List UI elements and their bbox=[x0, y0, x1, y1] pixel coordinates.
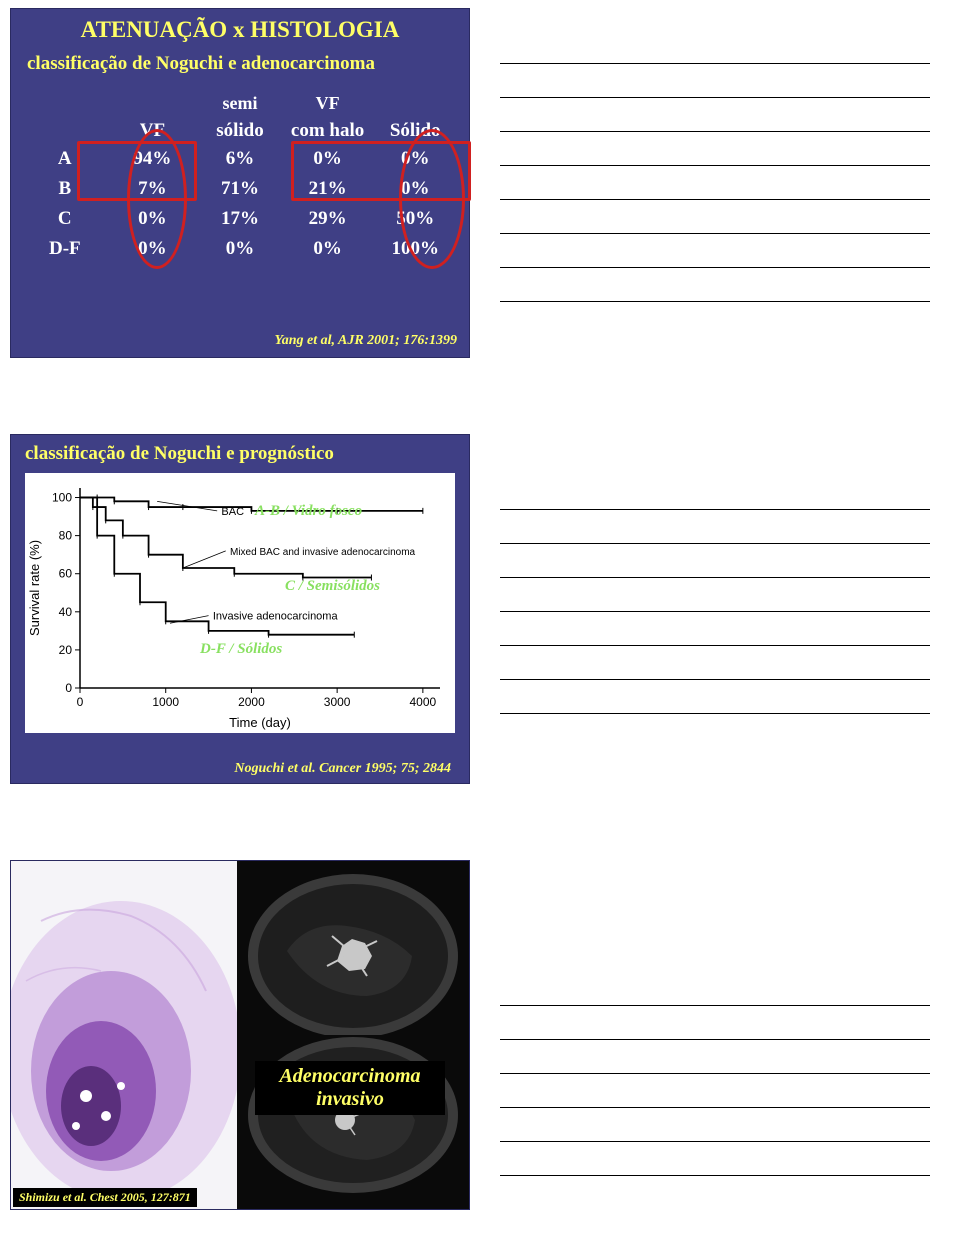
note-line bbox=[500, 64, 930, 98]
svg-text:2000: 2000 bbox=[238, 695, 265, 709]
cell-halo: 29% bbox=[284, 204, 372, 234]
slide-1-container: ATENUAÇÃO x HISTOLOGIA classificação de … bbox=[0, 0, 480, 366]
hdr-halo: com halo bbox=[284, 116, 372, 144]
note-line bbox=[500, 578, 930, 612]
note-line bbox=[500, 476, 930, 510]
note-line bbox=[500, 510, 930, 544]
cell-halo: 0% bbox=[284, 144, 372, 174]
slide-3-citation: Shimizu et al. Chest 2005, 127:871 bbox=[13, 1188, 197, 1207]
highlight-oval-semi bbox=[127, 129, 187, 269]
overlay-c: C / Semisólidos bbox=[285, 578, 380, 595]
table-row: A 94% 6% 0% 0% bbox=[21, 144, 459, 174]
note-line bbox=[500, 30, 930, 64]
label-line-2: invasivo bbox=[316, 1088, 384, 1110]
svg-text:Mixed BAC and invasive adenoca: Mixed BAC and invasive adenocarcinoma bbox=[230, 547, 416, 558]
slide-1-title: ATENUAÇÃO x HISTOLOGIA bbox=[21, 17, 459, 43]
slide-2-citation: Noguchi et al. Cancer 1995; 75; 2844 bbox=[234, 761, 451, 777]
note-line bbox=[500, 972, 930, 1006]
notes-2 bbox=[480, 426, 960, 792]
table-row: C 0% 17% 29% 50% bbox=[21, 204, 459, 234]
slide-1: ATENUAÇÃO x HISTOLOGIA classificação de … bbox=[10, 8, 470, 358]
cell-semi: 6% bbox=[196, 144, 284, 174]
note-line bbox=[500, 680, 930, 714]
overlay-ab: A-B / Vidro fosco bbox=[255, 503, 362, 520]
histology-svg bbox=[11, 861, 237, 1209]
survival-chart: 02040608010001000200030004000Time (day)S… bbox=[25, 473, 455, 733]
cell-label: D-F bbox=[21, 234, 109, 264]
note-line bbox=[500, 544, 930, 578]
table-header-row-1: semi VF bbox=[21, 89, 459, 116]
cell-semi: 71% bbox=[196, 174, 284, 204]
notes-3 bbox=[480, 852, 960, 1218]
note-line bbox=[500, 1108, 930, 1142]
row-slide-3: Adenocarcinoma invasivo Shimizu et al. C… bbox=[0, 852, 960, 1218]
svg-text:100: 100 bbox=[52, 491, 72, 505]
note-line bbox=[500, 200, 930, 234]
table-header-row-2: VF sólido com halo Sólido bbox=[21, 116, 459, 144]
hdr-semi: sólido bbox=[196, 116, 284, 144]
svg-text:1000: 1000 bbox=[152, 695, 179, 709]
row-slide-1: ATENUAÇÃO x HISTOLOGIA classificação de … bbox=[0, 0, 960, 366]
cell-halo: 0% bbox=[284, 234, 372, 264]
svg-text:BAC: BAC bbox=[221, 506, 244, 518]
note-line bbox=[500, 1040, 930, 1074]
svg-text:60: 60 bbox=[59, 567, 73, 581]
slide-2-container: classificação de Noguchi e prognóstico 0… bbox=[0, 426, 480, 792]
cell-halo: 21% bbox=[284, 174, 372, 204]
note-line bbox=[500, 166, 930, 200]
note-line bbox=[500, 612, 930, 646]
table-row: D-F 0% 0% 0% 100% bbox=[21, 234, 459, 264]
cell-semi: 0% bbox=[196, 234, 284, 264]
note-line bbox=[500, 1074, 930, 1108]
hdr-semi-top: semi bbox=[196, 89, 284, 116]
row-slide-2: classificação de Noguchi e prognóstico 0… bbox=[0, 426, 960, 792]
note-line bbox=[500, 268, 930, 302]
note-line bbox=[500, 98, 930, 132]
overlay-df: D-F / Sólidos bbox=[200, 641, 282, 658]
slide-1-subtitle: classificação de Noguchi e adenocarcinom… bbox=[21, 53, 459, 75]
cell-label: B bbox=[21, 174, 109, 204]
cell-semi: 17% bbox=[196, 204, 284, 234]
svg-text:Invasive adenocarcinoma: Invasive adenocarcinoma bbox=[213, 611, 339, 623]
slide-3-label: Adenocarcinoma invasivo bbox=[255, 1061, 445, 1115]
svg-text:Time (day): Time (day) bbox=[229, 715, 291, 730]
slide-2-title: classificação de Noguchi e prognóstico bbox=[21, 443, 459, 465]
slide-1-table-wrap: semi VF VF sólido com halo Sólido A 94% bbox=[21, 85, 459, 264]
svg-text:20: 20 bbox=[59, 643, 73, 657]
chart-svg: 02040608010001000200030004000Time (day)S… bbox=[25, 473, 455, 733]
note-line bbox=[500, 1006, 930, 1040]
svg-text:0: 0 bbox=[65, 681, 72, 695]
svg-text:Survival rate (%): Survival rate (%) bbox=[27, 540, 42, 636]
note-line bbox=[500, 646, 930, 680]
ct-image-top bbox=[237, 861, 469, 1035]
ct-column bbox=[237, 861, 469, 1209]
label-line-1: Adenocarcinoma bbox=[279, 1065, 420, 1087]
svg-text:0: 0 bbox=[77, 695, 84, 709]
cell-label: A bbox=[21, 144, 109, 174]
hdr-halo-top: VF bbox=[284, 89, 372, 116]
note-line bbox=[500, 1142, 930, 1176]
note-line bbox=[500, 132, 930, 166]
table-row: B 7% 71% 21% 0% bbox=[21, 174, 459, 204]
svg-text:4000: 4000 bbox=[410, 695, 437, 709]
cell-label: C bbox=[21, 204, 109, 234]
slide-2: classificação de Noguchi e prognóstico 0… bbox=[10, 434, 470, 784]
note-line bbox=[500, 234, 930, 268]
svg-text:3000: 3000 bbox=[324, 695, 351, 709]
svg-text:40: 40 bbox=[59, 605, 73, 619]
slide-1-citation: Yang et al, AJR 2001; 176:1399 bbox=[274, 333, 457, 349]
highlight-oval-solido bbox=[399, 129, 465, 269]
notes-1 bbox=[480, 0, 960, 366]
slide-3-container: Adenocarcinoma invasivo Shimizu et al. C… bbox=[0, 852, 480, 1218]
histology-image bbox=[11, 861, 237, 1209]
noguchi-table: semi VF VF sólido com halo Sólido A 94% bbox=[21, 89, 459, 264]
slide-3: Adenocarcinoma invasivo Shimizu et al. C… bbox=[10, 860, 470, 1210]
svg-text:80: 80 bbox=[59, 529, 73, 543]
